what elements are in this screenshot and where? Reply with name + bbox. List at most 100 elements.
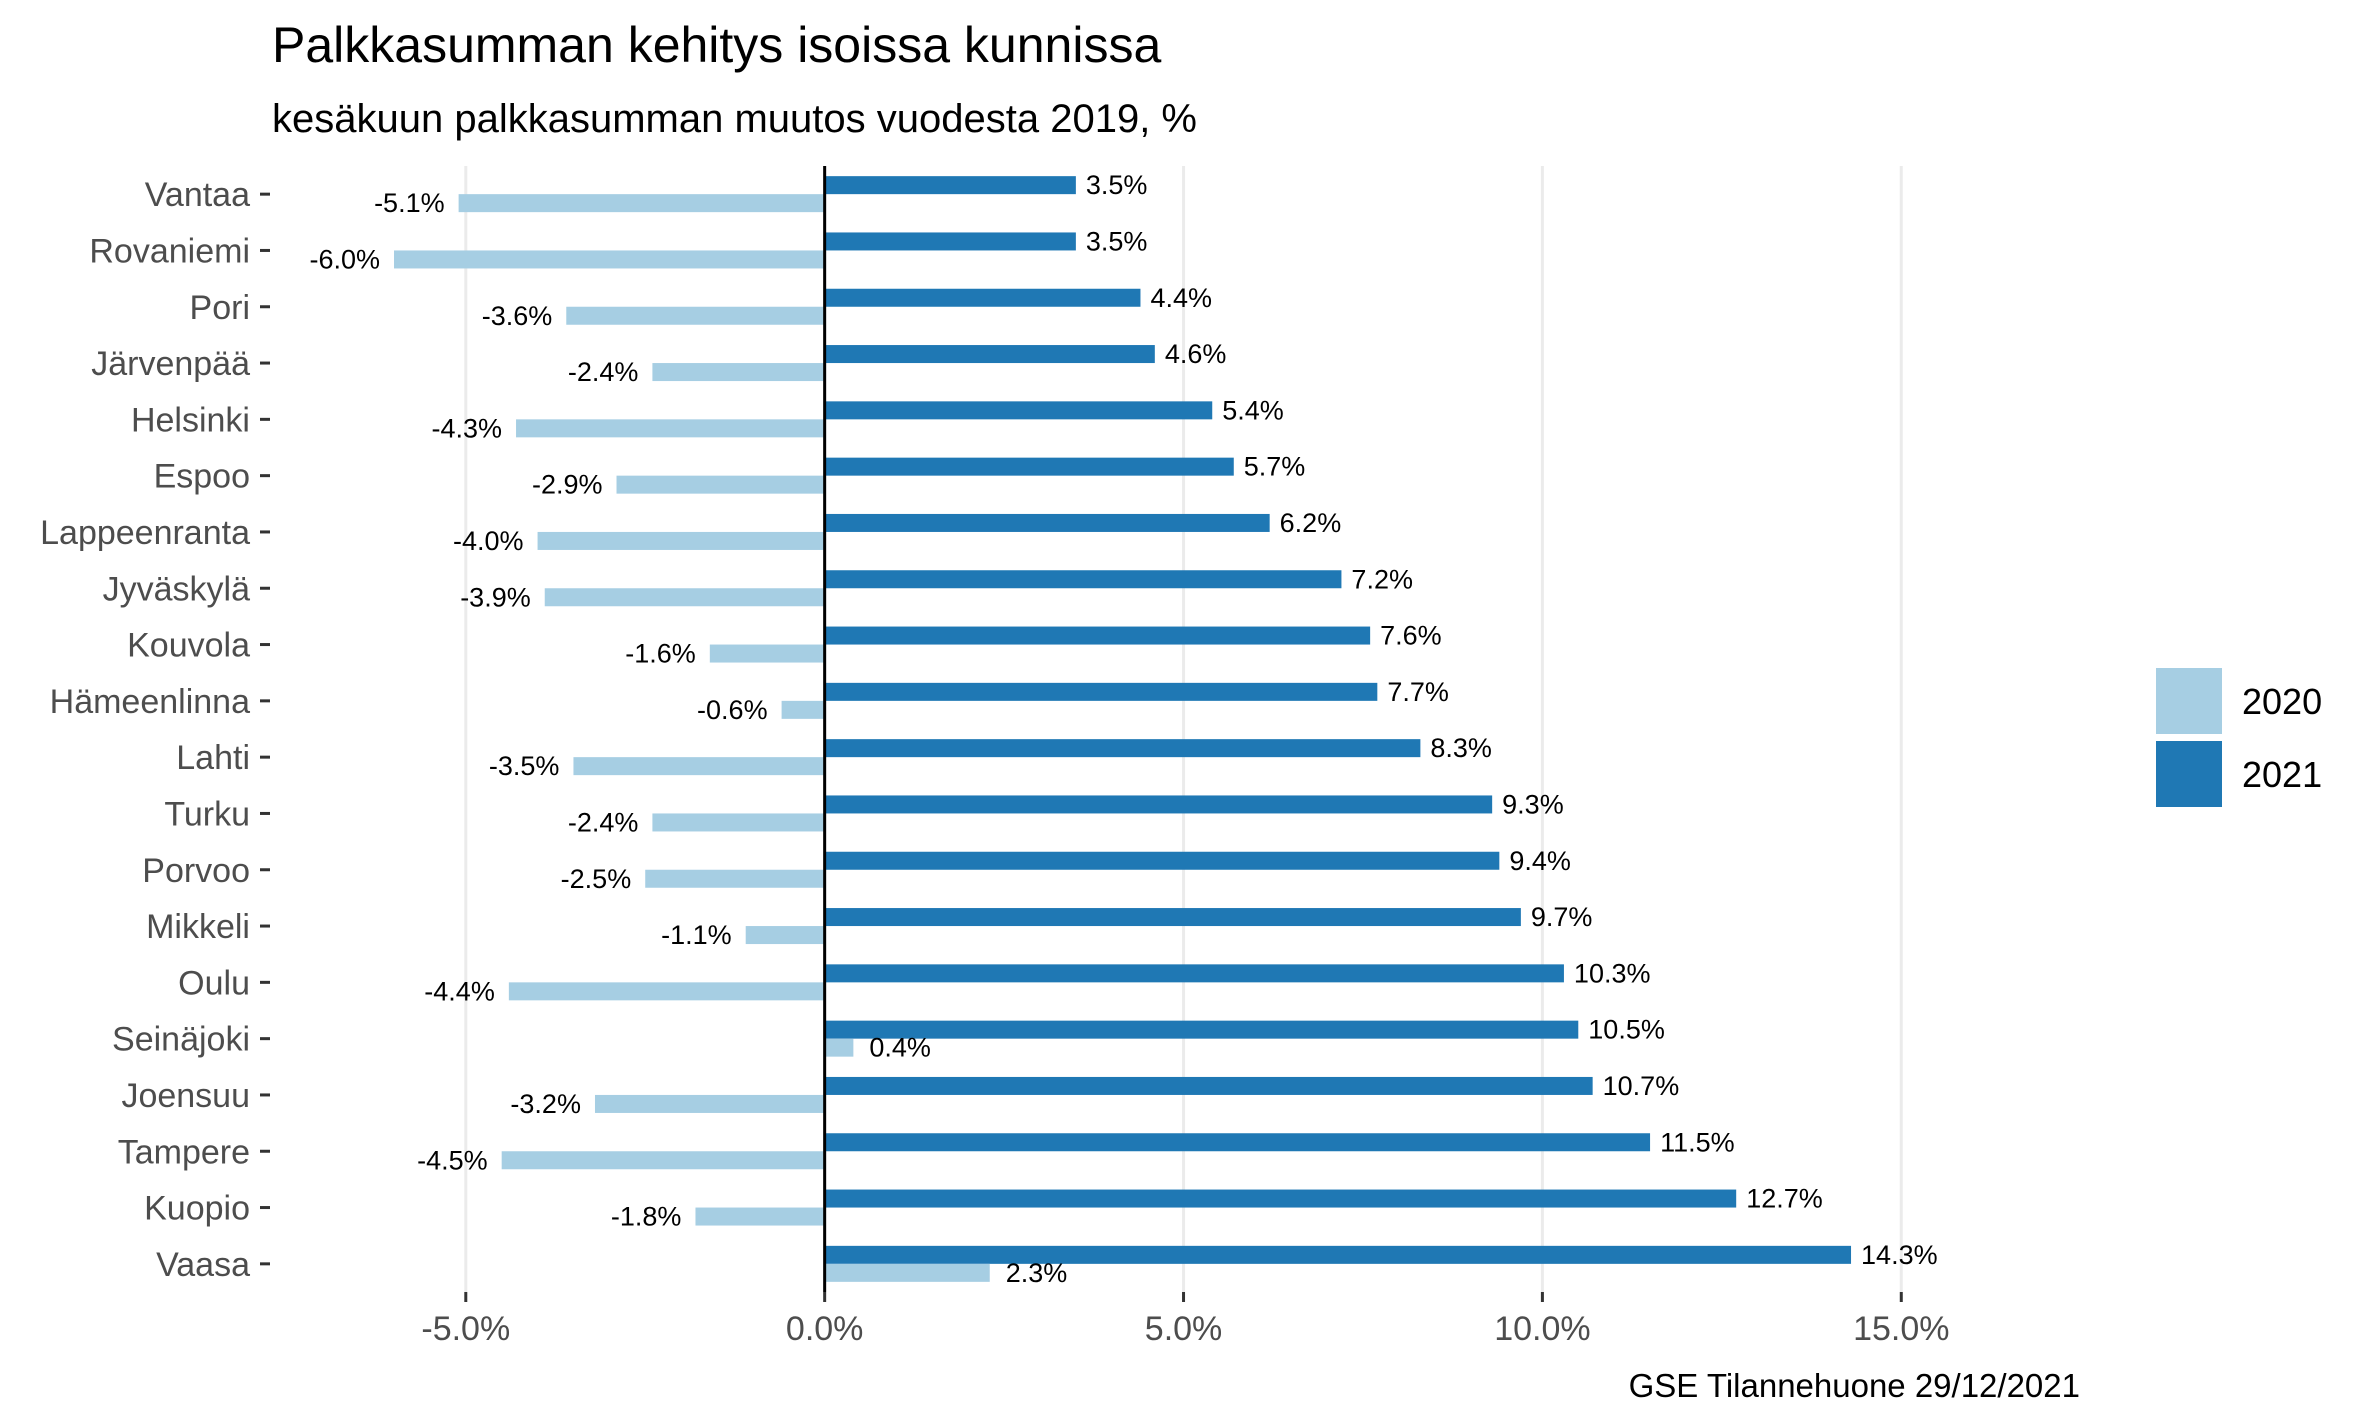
- data-label-2020-10: -3.5%: [489, 751, 560, 781]
- bar-2021-16: [824, 1076, 1593, 1095]
- bars: [394, 176, 1852, 1282]
- y-category-label-9: Hämeenlinna: [50, 683, 250, 721]
- chart-caption: GSE Tilannehuone 29/12/2021: [1629, 1367, 2080, 1404]
- y-category-label-0: Vantaa: [145, 176, 250, 214]
- data-label-2020-3: -2.4%: [568, 357, 639, 387]
- bar-2020-18: [695, 1207, 825, 1226]
- legend-label-2020: 2020: [2242, 681, 2322, 722]
- bar-2021-14: [824, 964, 1564, 983]
- bar-2020-0: [458, 194, 825, 213]
- data-label-2021-5: 5.7%: [1244, 452, 1306, 482]
- data-label-2021-17: 11.5%: [1660, 1127, 1735, 1157]
- legend-label-2021: 2021: [2242, 754, 2322, 795]
- data-label-2020-18: -1.8%: [611, 1202, 682, 1232]
- y-category-label-7: Jyväskylä: [103, 570, 250, 608]
- bar-2021-19: [824, 1245, 1852, 1264]
- bar-2021-0: [824, 176, 1076, 195]
- data-label-2020-2: -3.6%: [482, 301, 553, 331]
- bar-2020-1: [394, 250, 825, 269]
- data-label-2020-1: -6.0%: [309, 244, 380, 274]
- bar-2020-9: [781, 700, 825, 719]
- bar-2020-12: [645, 869, 825, 888]
- data-label-2020-6: -4.0%: [453, 526, 524, 556]
- y-category-label-3: Järvenpää: [91, 345, 250, 383]
- x-tick-label-4: 15.0%: [1853, 1310, 1949, 1348]
- bar-2020-6: [537, 531, 825, 550]
- y-category-label-2: Pori: [190, 289, 250, 327]
- y-category-label-10: Lahti: [176, 739, 250, 777]
- legend: 2020 2021: [2156, 668, 2322, 807]
- x-tick-label-3: 10.0%: [1494, 1310, 1590, 1348]
- data-label-2021-6: 6.2%: [1280, 508, 1342, 538]
- y-category-label-16: Joensuu: [121, 1077, 250, 1115]
- bar-2020-5: [616, 475, 825, 494]
- bar-2021-4: [824, 401, 1213, 420]
- bar-2021-8: [824, 626, 1371, 645]
- bar-2021-6: [824, 513, 1270, 532]
- bar-2021-11: [824, 795, 1493, 814]
- y-category-label-6: Lappeenranta: [40, 514, 250, 552]
- bar-2021-5: [824, 457, 1234, 476]
- data-label-2021-7: 7.2%: [1351, 564, 1413, 594]
- bar-2021-9: [824, 682, 1378, 701]
- data-label-2021-9: 7.7%: [1387, 677, 1449, 707]
- data-label-2021-19: 14.3%: [1861, 1240, 1938, 1270]
- x-tick-label-2: 5.0%: [1145, 1310, 1223, 1348]
- y-category-label-5: Espoo: [154, 458, 250, 496]
- bar-2021-15: [824, 1020, 1579, 1039]
- data-label-2020-7: -3.9%: [460, 582, 531, 612]
- data-label-2021-0: 3.5%: [1086, 170, 1148, 200]
- data-label-2020-9: -0.6%: [697, 695, 768, 725]
- data-label-2021-2: 4.4%: [1150, 283, 1212, 313]
- data-label-2020-0: -5.1%: [374, 188, 445, 218]
- bar-2021-1: [824, 232, 1076, 251]
- bar-2020-11: [652, 813, 825, 832]
- y-axis-categories: Vantaa Rovaniemi Pori Järvenpää Helsinki Espo…: [40, 176, 270, 1284]
- data-label-2021-3: 4.6%: [1165, 339, 1227, 369]
- data-label-2020-12: -2.5%: [561, 864, 632, 894]
- data-label-2020-16: -3.2%: [510, 1089, 581, 1119]
- data-label-2021-1: 3.5%: [1086, 226, 1148, 256]
- data-label-2021-15: 10.5%: [1588, 1015, 1665, 1045]
- bar-2020-13: [745, 926, 825, 945]
- bar-2020-17: [501, 1151, 825, 1170]
- data-label-2021-12: 9.4%: [1509, 846, 1571, 876]
- data-label-2021-4: 5.4%: [1222, 395, 1284, 425]
- data-label-2021-14: 10.3%: [1574, 958, 1651, 988]
- bar-2020-8: [709, 644, 825, 663]
- bar-2020-4: [516, 419, 825, 438]
- chart-title: Palkkasumman kehitys isoissa kunnissa: [272, 17, 1161, 73]
- y-category-label-4: Helsinki: [131, 401, 250, 439]
- data-label-2020-5: -2.9%: [532, 470, 603, 500]
- y-category-label-15: Seinäjoki: [112, 1021, 250, 1059]
- data-label-2021-16: 10.7%: [1603, 1071, 1680, 1101]
- bar-2020-16: [594, 1094, 825, 1113]
- bar-2020-15: [824, 1038, 854, 1057]
- data-label-2020-14: -4.4%: [424, 976, 495, 1006]
- bar-2021-10: [824, 739, 1421, 758]
- legend-key-2021: [2156, 741, 2222, 807]
- data-label-2021-11: 9.3%: [1502, 789, 1564, 819]
- chart-subtitle: kesäkuun palkkasumman muutos vuodesta 20…: [272, 97, 1197, 141]
- bar-2021-18: [824, 1189, 1737, 1208]
- bar-2020-2: [566, 306, 825, 325]
- bar-2020-7: [544, 588, 825, 607]
- bar-2021-12: [824, 851, 1500, 870]
- bar-2021-3: [824, 345, 1155, 364]
- data-label-2021-13: 9.7%: [1531, 902, 1593, 932]
- bar-2020-3: [652, 363, 825, 382]
- data-label-2020-19: 2.3%: [1006, 1258, 1068, 1288]
- bar-2021-17: [824, 1133, 1651, 1152]
- y-category-label-17: Tampere: [118, 1133, 250, 1171]
- data-label-2021-8: 7.6%: [1380, 621, 1442, 651]
- bar-2020-19: [824, 1263, 990, 1282]
- bar-2021-2: [824, 288, 1141, 307]
- x-tick-label-0: -5.0%: [421, 1310, 510, 1348]
- data-label-2020-13: -1.1%: [661, 920, 732, 950]
- y-category-label-12: Porvoo: [142, 852, 250, 890]
- bar-2020-14: [508, 982, 825, 1001]
- y-category-label-18: Kuopio: [144, 1190, 250, 1228]
- y-category-label-14: Oulu: [178, 964, 250, 1002]
- data-label-2021-10: 8.3%: [1430, 733, 1492, 763]
- data-label-2020-8: -1.6%: [625, 639, 696, 669]
